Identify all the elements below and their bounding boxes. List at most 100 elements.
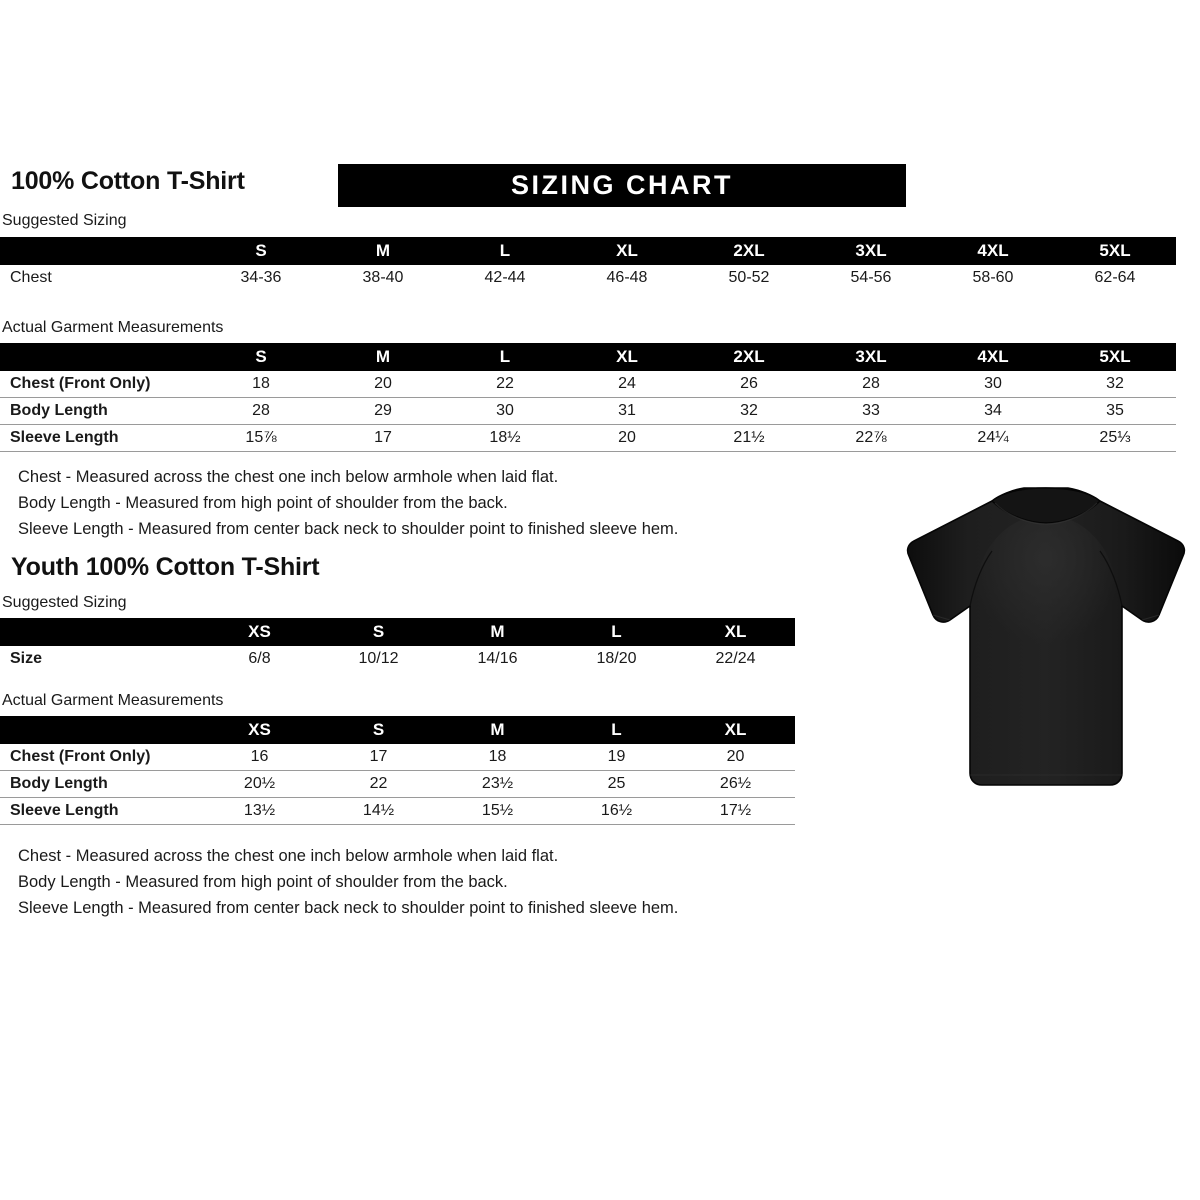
adult-actual-measurements-label: Actual Garment Measurements [2, 319, 224, 336]
note-body-length: Body Length - Measured from high point o… [18, 873, 508, 891]
cell-chestfront-4xl: 30 [932, 371, 1054, 398]
cell-chest-5xl: 62-64 [1094, 269, 1136, 286]
cell-sleevelength-xl: 17½ [676, 797, 795, 825]
cell-sleevelength-xs: 13½ [200, 797, 319, 825]
youth-measurement-notes: Chest - Measured across the chest one in… [18, 843, 678, 921]
note-sleeve-length: Sleeve Length - Measured from center bac… [18, 520, 679, 538]
header-cell-5xl: 5XL [1099, 347, 1131, 366]
cell-size-l: 18/20 [596, 650, 637, 667]
cell-chestfront-xl: 20 [676, 744, 795, 771]
table-row: Sleeve Length 15⅞ 17 18½ 20 21½ 22⅞ 24¼ … [0, 424, 1176, 452]
header-cell-s: S [372, 622, 385, 641]
table-row: Body Length 20½ 22 23½ 25 26½ [0, 770, 795, 798]
adult-suggested-sizing-label: Suggested Sizing [2, 212, 127, 229]
cell-chest-m: 38-40 [362, 269, 404, 286]
shirt-collar-stitch [994, 502, 1098, 525]
cell-chest-2xl: 50-52 [728, 269, 770, 286]
t-shirt-icon [906, 487, 1186, 786]
cell-chestfront-l: 22 [444, 371, 566, 398]
header-cell-m: M [375, 347, 391, 366]
cell-chest-s: 34-36 [240, 269, 282, 286]
note-sleeve-length: Sleeve Length - Measured from center bac… [18, 899, 679, 917]
youth-actual-measurements-table: XS S M L XL Chest (Front Only) 16 17 18 … [0, 716, 795, 825]
note-chest: Chest - Measured across the chest one in… [18, 468, 559, 486]
note-chest: Chest - Measured across the chest one in… [18, 847, 559, 865]
cell-chestfront-xl: 24 [566, 371, 688, 398]
row-label-chest: Chest [10, 269, 52, 286]
table-row: Chest 34-36 38-40 42-44 46-48 50-52 54-5… [0, 265, 1176, 291]
row-label-sleeve-length: Sleeve Length [0, 424, 200, 452]
table-row: Sleeve Length 13½ 14½ 15½ 16½ 17½ [0, 797, 795, 825]
header-cell-4xl: 4XL [977, 241, 1009, 260]
shirt-armhole-right [1099, 550, 1123, 607]
table-header-row: S M L XL 2XL 3XL 4XL 5XL [0, 237, 1176, 265]
cell-chestfront-s: 18 [200, 371, 322, 398]
cell-bodylength-m: 23½ [438, 770, 557, 798]
cell-sleevelength-3xl: 22⅞ [810, 424, 932, 452]
cell-bodylength-2xl: 32 [688, 397, 810, 425]
header-cell-xs: XS [248, 622, 271, 641]
adult-measurement-notes: Chest - Measured across the chest one in… [18, 464, 678, 542]
header-cell-corner [0, 618, 200, 646]
cell-sleevelength-l: 16½ [557, 797, 676, 825]
header-cell-l: L [499, 241, 511, 260]
note-body-length: Body Length - Measured from high point o… [18, 494, 508, 512]
header-cell-xl: XL [724, 720, 747, 739]
cell-sleevelength-4xl: 24¼ [932, 424, 1054, 452]
cell-chestfront-m: 18 [438, 744, 557, 771]
cell-chest-xl: 46-48 [606, 269, 648, 286]
shirt-sleeve-hem-left [932, 614, 951, 621]
table-header-row: XS S M L XL [0, 716, 795, 744]
shirt-highlight [976, 515, 1116, 671]
row-label-chest-front-only: Chest (Front Only) [0, 371, 200, 398]
cell-bodylength-4xl: 34 [932, 397, 1054, 425]
cell-chestfront-xs: 16 [200, 744, 319, 771]
cell-bodylength-5xl: 35 [1054, 397, 1176, 425]
cell-chest-l: 42-44 [484, 269, 526, 286]
cell-chestfront-s: 17 [319, 744, 438, 771]
youth-suggested-sizing-table: XS S M L XL Size 6/8 10/12 14/16 18/20 2… [0, 618, 795, 672]
shirt-collar [990, 487, 1102, 524]
youth-actual-measurements-label: Actual Garment Measurements [2, 692, 224, 709]
cell-chestfront-m: 20 [322, 371, 444, 398]
cell-sleevelength-2xl: 21½ [688, 424, 810, 452]
adult-suggested-sizing-table: S M L XL 2XL 3XL 4XL 5XL Chest 34-36 38-… [0, 237, 1176, 291]
cell-bodylength-xl: 26½ [676, 770, 795, 798]
header-cell-4xl: 4XL [977, 347, 1009, 366]
table-row: Size 6/8 10/12 14/16 18/20 22/24 [0, 646, 795, 672]
table-header-row: S M L XL 2XL 3XL 4XL 5XL [0, 343, 1176, 371]
cell-bodylength-l: 30 [444, 397, 566, 425]
header-cell-s: S [372, 720, 385, 739]
cell-bodylength-xl: 31 [566, 397, 688, 425]
header-cell-m: M [490, 720, 505, 739]
header-cell-xl: XL [616, 347, 638, 366]
table-row: Chest (Front Only) 18 20 22 24 26 28 30 … [0, 371, 1176, 398]
header-cell-xl: XL [724, 622, 747, 641]
sizing-chart-banner: SIZING CHART [338, 164, 906, 207]
header-cell-m: M [375, 241, 391, 260]
cell-sleevelength-s: 15⅞ [200, 424, 322, 452]
cell-bodylength-3xl: 33 [810, 397, 932, 425]
cell-size-xs: 6/8 [248, 650, 271, 667]
cell-size-m: 14/16 [477, 650, 518, 667]
header-cell-l: L [499, 347, 511, 366]
cell-sleevelength-5xl: 25⅓ [1054, 424, 1176, 452]
header-cell-2xl: 2XL [733, 347, 765, 366]
header-cell-m: M [490, 622, 505, 641]
t-shirt-illustration [896, 473, 1196, 808]
youth-section-title: Youth 100% Cotton T-Shirt [11, 553, 320, 581]
row-label-sleeve-length: Sleeve Length [0, 797, 200, 825]
shirt-armhole-left [969, 550, 993, 607]
cell-sleevelength-l: 18½ [444, 424, 566, 452]
youth-suggested-sizing-label: Suggested Sizing [2, 594, 127, 611]
cell-chest-3xl: 54-56 [850, 269, 892, 286]
table-header-row: XS S M L XL [0, 618, 795, 646]
header-cell-corner [0, 716, 200, 744]
cell-bodylength-s: 22 [319, 770, 438, 798]
header-cell-2xl: 2XL [733, 241, 765, 260]
header-cell-s: S [255, 347, 267, 366]
header-cell-3xl: 3XL [855, 347, 887, 366]
cell-bodylength-m: 29 [322, 397, 444, 425]
cell-chestfront-2xl: 26 [688, 371, 810, 398]
shirt-sleeve-hem-right [1141, 614, 1160, 621]
